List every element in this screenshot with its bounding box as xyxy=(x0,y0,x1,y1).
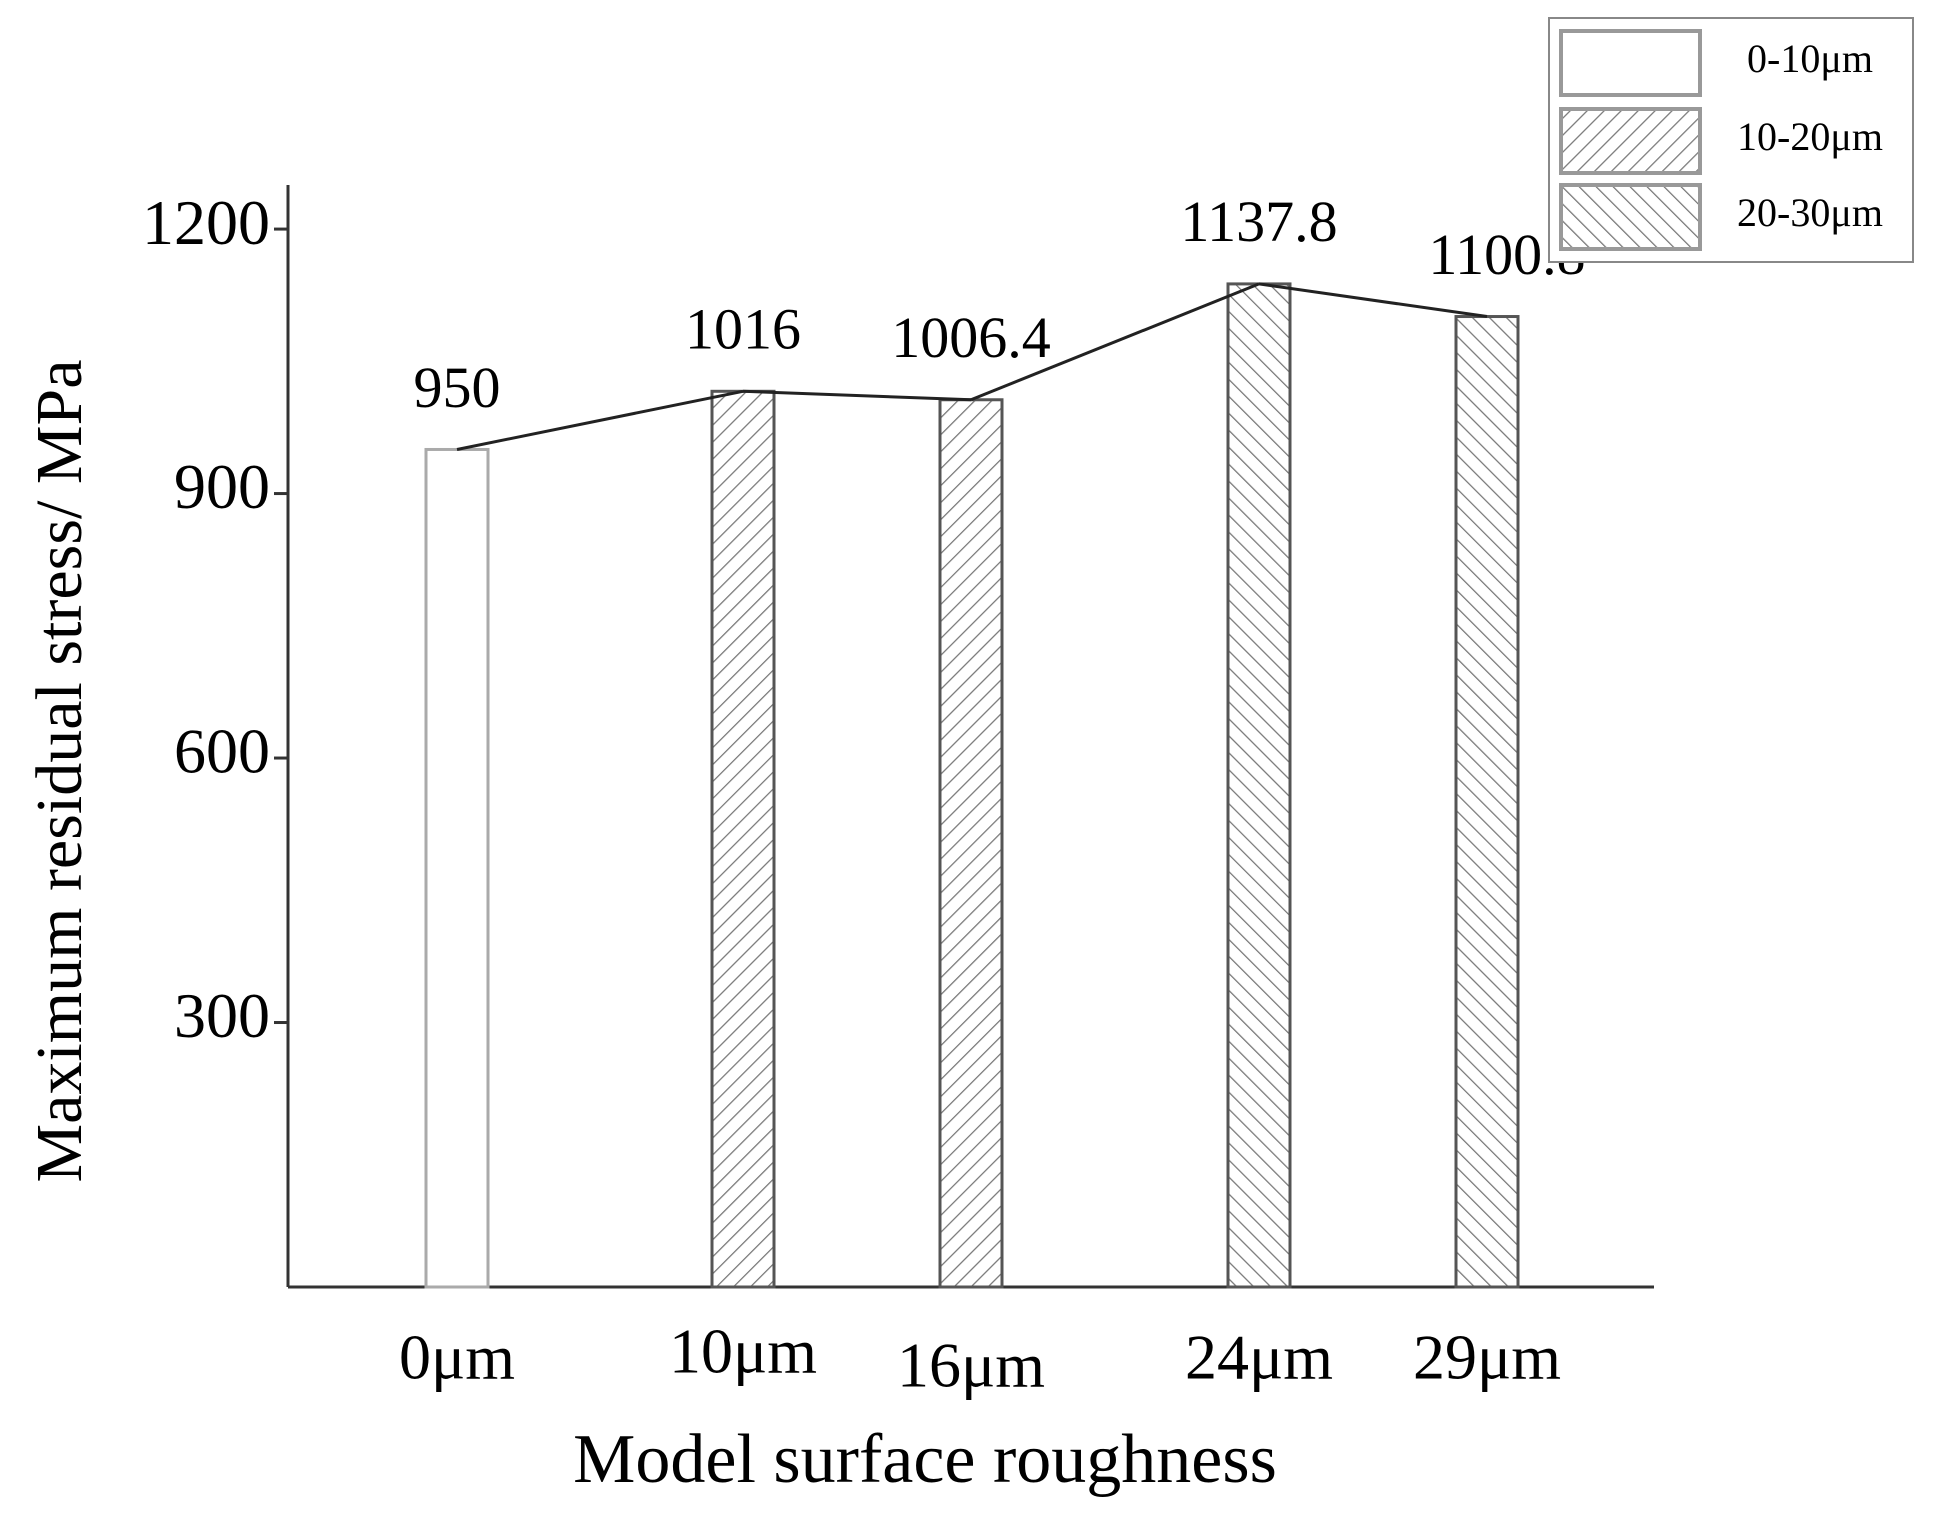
bar xyxy=(1226,282,1292,1289)
trend-line xyxy=(970,282,1260,402)
legend-swatch xyxy=(1559,183,1702,251)
trend-line xyxy=(742,389,972,402)
y-tick-label: 600 xyxy=(174,716,270,787)
x-tick-label: 0μm xyxy=(399,1322,515,1393)
trend-line xyxy=(1258,282,1488,319)
x-axis-title: Model surface roughness xyxy=(573,1421,1277,1498)
data-label: 1137.8 xyxy=(1180,189,1337,254)
bar xyxy=(424,447,490,1289)
x-tick-label: 10μm xyxy=(669,1316,817,1387)
y-tick-label: 300 xyxy=(174,980,270,1051)
x-tick-label: 16μm xyxy=(897,1330,1045,1401)
bar xyxy=(1454,315,1520,1289)
bar xyxy=(938,398,1004,1289)
legend-label: 10-20μm xyxy=(1737,114,1883,159)
bar xyxy=(710,389,776,1289)
data-label: 950 xyxy=(414,355,501,420)
legend-label: 20-30μm xyxy=(1737,190,1883,235)
trend-line xyxy=(456,389,744,451)
y-tick-label: 900 xyxy=(174,451,270,522)
data-label: 1006.4 xyxy=(891,305,1051,370)
legend-swatch xyxy=(1559,29,1702,97)
legend-label: 0-10μm xyxy=(1747,36,1873,81)
y-tick-label: 1200 xyxy=(142,187,270,258)
x-tick-label: 24μm xyxy=(1185,1322,1333,1393)
legend-swatch xyxy=(1559,107,1702,175)
data-label: 1016 xyxy=(685,297,801,362)
y-axis-title: Maximum residual stress/ MPa xyxy=(23,359,96,1182)
x-tick-label: 29μm xyxy=(1413,1322,1561,1393)
